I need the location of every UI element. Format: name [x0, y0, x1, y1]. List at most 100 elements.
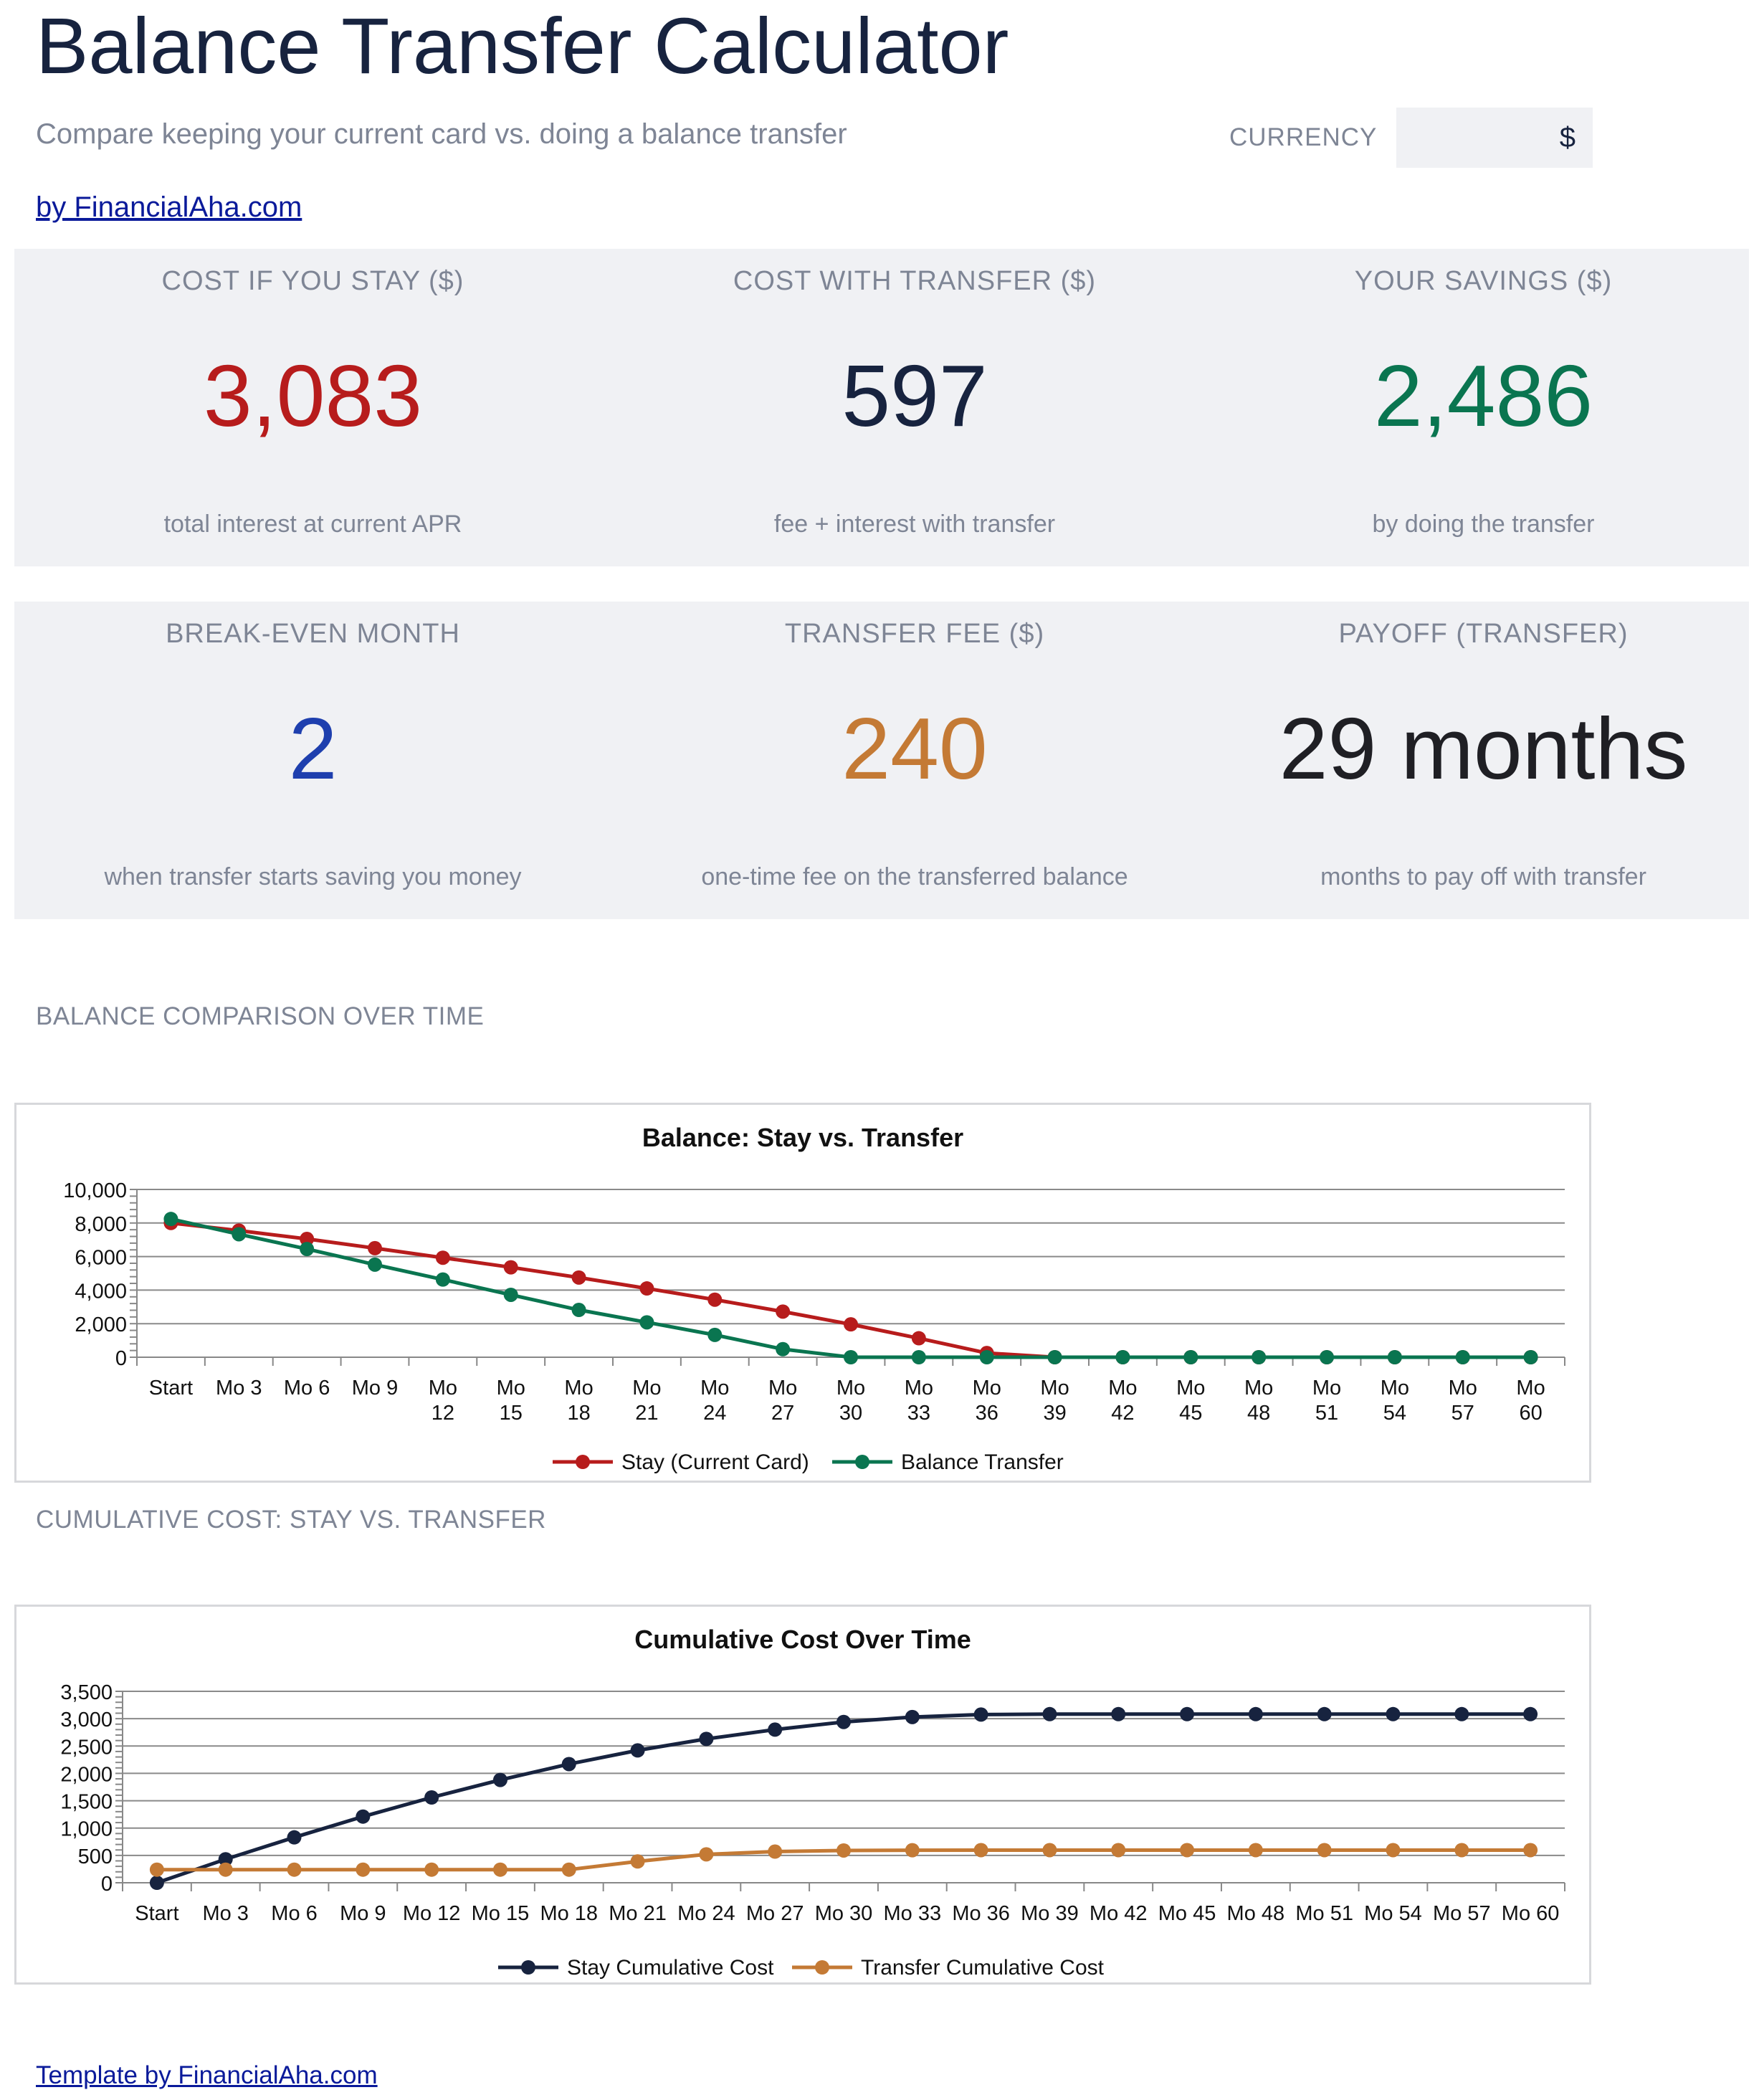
data-point: [836, 1714, 851, 1729]
y-tick-label: 3,500: [60, 1681, 113, 1704]
y-tick-label: 2,500: [60, 1736, 113, 1759]
cumulative-chart-svg: Cumulative Cost Over Time 0 500 1,000 1,500 2…: [60, 1625, 1565, 1980]
data-point: [1248, 1843, 1263, 1858]
x-tick-label: Mo 30: [836, 1377, 865, 1425]
data-point: [1042, 1843, 1057, 1858]
x-tick-label: Mo 60: [1502, 1902, 1560, 1925]
cumulative-chart[interactable]: Cumulative Cost Over Time 0 500 1,000 1,500 2…: [14, 1605, 1591, 1985]
data-point: [1320, 1350, 1334, 1364]
kpi-value-break-even: 2: [288, 700, 338, 797]
kpi-subtext: months to pay off with transfer: [1320, 863, 1646, 890]
x-tick-label: Mo 15: [472, 1902, 530, 1925]
currency-input[interactable]: $: [1396, 108, 1593, 168]
x-tick-label: Mo 12: [429, 1377, 457, 1425]
series-line-2: [170, 1217, 1531, 1359]
footer-link[interactable]: Template by FinancialAha.com: [36, 2061, 378, 2089]
data-point: [630, 1854, 645, 1869]
data-point: [149, 1862, 164, 1877]
x-tick-label: Mo 45: [1158, 1902, 1216, 1925]
data-point: [435, 1272, 450, 1287]
x-tick-label: Mo 36: [973, 1377, 1001, 1425]
data-point: [1523, 1706, 1538, 1721]
kpi-panel-row2: BREAK-EVEN MONTH 2 when transfer starts …: [14, 602, 1749, 919]
kpi-card-transfer-fee: TRANSFER FEE ($) 240 one-time fee on the…: [611, 602, 1218, 919]
data-point: [699, 1847, 714, 1862]
data-point: [571, 1270, 586, 1285]
y-tick-label: 3,000: [60, 1709, 113, 1731]
data-point: [844, 1350, 858, 1364]
x-tick-label: Mo 54: [1381, 1377, 1409, 1425]
data-point: [844, 1317, 858, 1332]
data-point: [979, 1350, 994, 1364]
data-point: [424, 1790, 439, 1805]
data-point: [356, 1809, 371, 1824]
data-point: [571, 1303, 586, 1318]
x-tick-label: Mo 9: [352, 1377, 398, 1400]
x-tick-label: Mo 51: [1295, 1902, 1353, 1925]
data-point: [1111, 1706, 1126, 1721]
x-tick-label: Mo 39: [1021, 1902, 1079, 1925]
data-point: [911, 1331, 926, 1346]
data-point: [492, 1862, 507, 1877]
data-point: [1317, 1706, 1332, 1721]
data-point: [776, 1341, 791, 1357]
x-tick-label: Mo 12: [403, 1902, 461, 1925]
x-tick-label: Mo 3: [202, 1902, 248, 1925]
legend-label: Transfer Cumulative Cost: [861, 1956, 1105, 1980]
legend-swatch-marker: [576, 1455, 590, 1469]
y-tick-label: 1,500: [60, 1791, 113, 1814]
data-point: [973, 1707, 988, 1722]
data-point: [776, 1304, 791, 1319]
data-point: [492, 1772, 507, 1787]
x-tick-label: Mo 24: [677, 1902, 735, 1925]
x-tick-label: Mo 21: [632, 1377, 661, 1425]
x-tick-label: Mo 6: [271, 1902, 317, 1925]
data-point: [1180, 1843, 1195, 1858]
data-point: [1111, 1843, 1126, 1858]
legend-label: Stay (Current Card): [621, 1450, 809, 1474]
kpi-label: BREAK-EVEN MONTH: [166, 619, 460, 649]
kpi-subtext: by doing the transfer: [1372, 510, 1595, 538]
data-point: [905, 1709, 920, 1724]
data-point: [356, 1862, 371, 1877]
x-tick-label: Mo 48: [1244, 1377, 1273, 1425]
legend-swatch-marker: [521, 1960, 535, 1975]
y-tick-label: 0: [115, 1347, 127, 1370]
x-tick-label: Mo 9: [340, 1902, 386, 1925]
data-point: [1248, 1706, 1263, 1721]
kpi-label: PAYOFF (TRANSFER): [1338, 619, 1629, 649]
y-tick-label: 8,000: [75, 1213, 127, 1236]
kpi-card-cost-stay: COST IF YOU STAY ($) 3,083 total interes…: [14, 249, 611, 566]
x-tick-label: Mo 60: [1516, 1377, 1545, 1425]
data-point: [435, 1250, 450, 1265]
data-point: [300, 1232, 315, 1247]
y-tick-label: 6,000: [75, 1247, 127, 1270]
data-point: [630, 1743, 645, 1758]
data-point: [368, 1257, 382, 1272]
data-point: [1180, 1706, 1195, 1721]
section-label-cumulative: CUMULATIVE COST: STAY VS. TRANSFER: [36, 1506, 546, 1534]
data-point: [149, 1876, 164, 1890]
x-tick-label: Mo 51: [1312, 1377, 1341, 1425]
data-point: [300, 1242, 315, 1257]
y-tick-label: 1,000: [60, 1818, 113, 1841]
x-tick-label: Mo 30: [815, 1902, 873, 1925]
chart-title: Balance: Stay vs. Transfer: [642, 1123, 963, 1152]
kpi-card-break-even: BREAK-EVEN MONTH 2 when transfer starts …: [14, 602, 611, 919]
data-point: [1252, 1350, 1267, 1364]
data-point: [1523, 1843, 1538, 1858]
x-tick-label: Mo 18: [564, 1377, 593, 1425]
data-point: [287, 1830, 302, 1845]
data-point: [973, 1843, 988, 1858]
x-tick-label: Mo 57: [1449, 1377, 1477, 1425]
byline-link[interactable]: by FinancialAha.com: [36, 191, 302, 223]
data-point: [836, 1843, 851, 1858]
kpi-value-savings: 2,486: [1373, 347, 1593, 445]
data-point: [699, 1731, 714, 1747]
kpi-value-transfer-fee: 240: [842, 700, 988, 797]
balance-chart[interactable]: Balance: Stay vs. Transfer 0 2,000 4,000 6,0…: [14, 1103, 1591, 1483]
kpi-panel-row1: COST IF YOU STAY ($) 3,083 total interes…: [14, 249, 1749, 566]
data-point: [1523, 1350, 1538, 1364]
x-tick-label: Mo 27: [746, 1902, 804, 1925]
kpi-label: YOUR SAVINGS ($): [1354, 266, 1613, 296]
